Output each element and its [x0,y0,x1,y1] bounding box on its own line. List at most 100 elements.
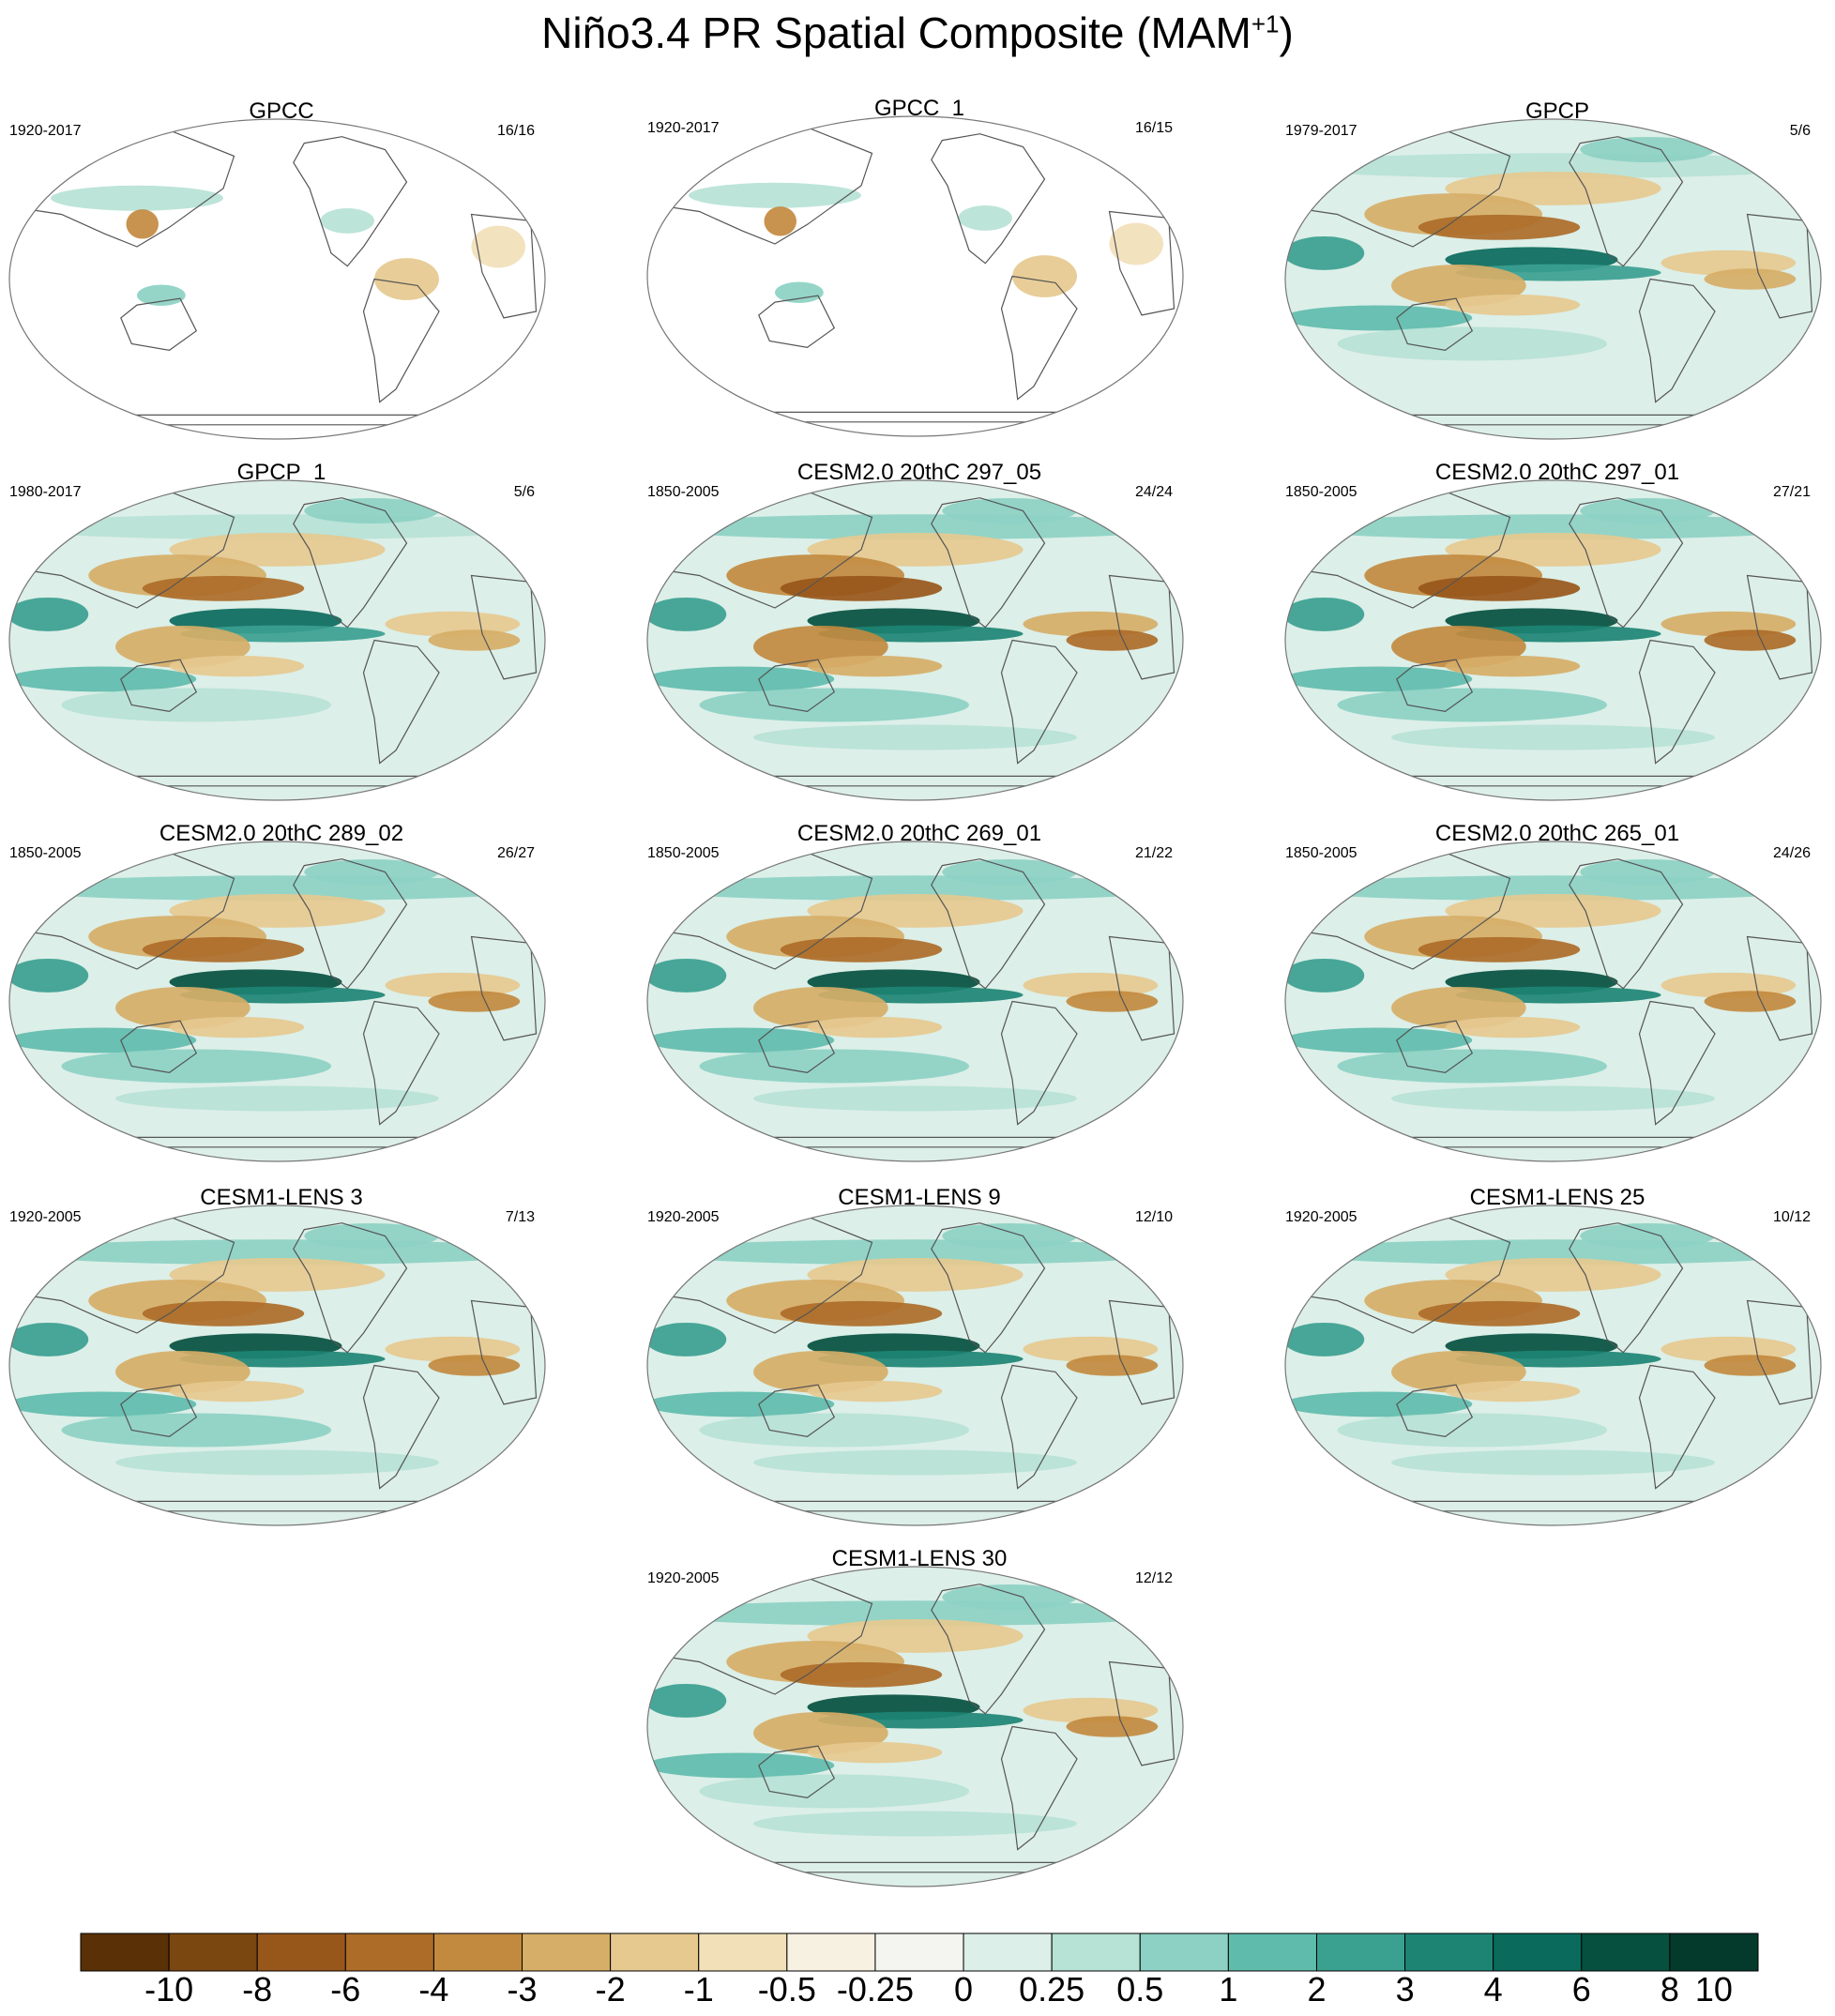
australia-coastline [1396,297,1474,352]
north-america-coastline [931,858,1046,990]
robinson-map [646,115,1184,437]
asia-coastline [1293,852,1511,970]
map-panel: CESM2.0 20thC 289_02 1850-2005 26/27 [0,821,563,1177]
map-outline [646,479,1184,801]
colorbar-tick-label: -2 [595,1970,626,2008]
precip-anomaly-band [689,182,861,208]
australia-coastline [120,1384,198,1438]
north-america-coastline [931,497,1046,629]
precip-anomaly-band [1285,666,1473,692]
south-america-coastline [1000,1000,1078,1126]
precip-anomaly-band [1445,294,1581,316]
australia-coastline [1396,659,1474,713]
precip-anomaly-band [807,1741,943,1764]
panel-count: 12/12 [1134,1570,1173,1586]
robinson-map [8,841,546,1162]
panel-period: 1850-2005 [9,845,82,861]
panel-period: 1920-2005 [9,1209,82,1225]
robinson-map [646,1566,1184,1887]
precip-anomaly-band [126,209,159,239]
colorbar-tick-label: 0 [954,1970,974,2008]
map-panel: CESM1-LENS 25 1920-2005 10/12 [1276,1185,1835,1541]
map-field [1285,480,1821,800]
map-panel: CESM2.0 20thC 297_01 1850-2005 27/21 [1276,460,1835,816]
map-field [1285,119,1821,439]
colorbar-tick-label: 1 [1219,1970,1238,2008]
precip-anomaly-band [1066,991,1159,1012]
precip-anomaly-band [647,597,727,631]
colorbar-bin [874,1933,964,1972]
map-outline [646,1566,1184,1887]
panel-count: 24/24 [1134,484,1173,500]
colorbar-bin [1581,1933,1671,1972]
australia-coastline [1396,1384,1474,1438]
map-outline [1284,841,1822,1162]
precip-anomaly-band [169,655,305,677]
asia-coastline [655,1577,873,1695]
map-field [9,480,545,800]
precip-anomaly-band [61,1049,331,1084]
colorbar-bin [344,1933,434,1972]
map-panel: CESM1-LENS 3 1920-2005 7/13 [0,1185,563,1541]
precip-anomaly-band [1580,498,1715,523]
africa-coastline [1746,574,1813,680]
precip-anomaly-band [753,1811,1077,1837]
precip-anomaly-band [142,575,305,601]
colorbar-bin [1051,1933,1141,1972]
map-panel: GPCP_1 1980-2017 5/6 [0,460,563,816]
south-america-coastline [1000,275,1078,401]
precip-anomaly-band [1580,137,1715,162]
precip-anomaly-band [1109,222,1163,265]
precip-anomaly-band [1285,1391,1473,1417]
colorbar-tick-label: 3 [1395,1970,1415,2008]
figure-title-text: Niño3.4 PR Spatial Composite (MAM [541,8,1251,57]
colorbar-bin [80,1933,170,1972]
australia-coastline [758,659,836,713]
robinson-map [1284,118,1822,440]
africa-coastline [1108,210,1175,316]
precip-anomaly-band [304,1223,439,1249]
map-outline [8,1205,546,1526]
robinson-map [646,479,1184,801]
precip-anomaly-band [374,258,439,300]
robinson-map [646,841,1184,1162]
precip-anomaly-band [699,1049,969,1084]
precip-anomaly-band [1285,597,1365,631]
precip-anomaly-band [471,225,525,268]
panel-period: 1920-2005 [647,1209,720,1225]
precip-anomaly-band [169,1016,305,1038]
panel-count: 12/10 [1134,1209,1173,1225]
map-outline [646,841,1184,1162]
precip-anomaly-band [1337,688,1607,722]
figure-title: Niño3.4 PR Spatial Composite (MAM+1) [0,8,1835,58]
precip-anomaly-band [1066,1716,1159,1737]
panel-period: 1920-2017 [9,123,82,139]
precip-anomaly-band [142,1300,305,1326]
asia-coastline [17,852,235,970]
precip-anomaly-band [699,1774,969,1809]
map-field [1285,1205,1821,1525]
precip-anomaly-band [428,629,521,651]
north-america-coastline [293,858,408,990]
map-outline [8,118,546,440]
colorbar-bin [610,1933,700,1972]
colorbar-bin [432,1933,523,1972]
map-panel: GPCC 1920-2017 16/16 [0,99,563,455]
africa-coastline [1746,1299,1813,1405]
australia-coastline [758,1745,836,1799]
south-america-coastline [362,639,440,765]
north-america-coastline [1569,858,1684,990]
precip-anomaly-band [780,936,943,963]
precip-anomaly-band [9,958,89,993]
precip-anomaly-band [1418,575,1581,601]
colorbar [80,1933,1759,1972]
africa-coastline [470,935,538,1041]
map-outline [8,841,546,1162]
colorbar-bin [1493,1933,1583,1972]
south-america-coastline [1638,1364,1716,1490]
precip-anomaly-band [9,1027,197,1053]
robinson-map [8,479,546,801]
precip-anomaly-band [753,724,1077,750]
asia-coastline [655,491,873,609]
north-america-coastline [931,133,1046,265]
